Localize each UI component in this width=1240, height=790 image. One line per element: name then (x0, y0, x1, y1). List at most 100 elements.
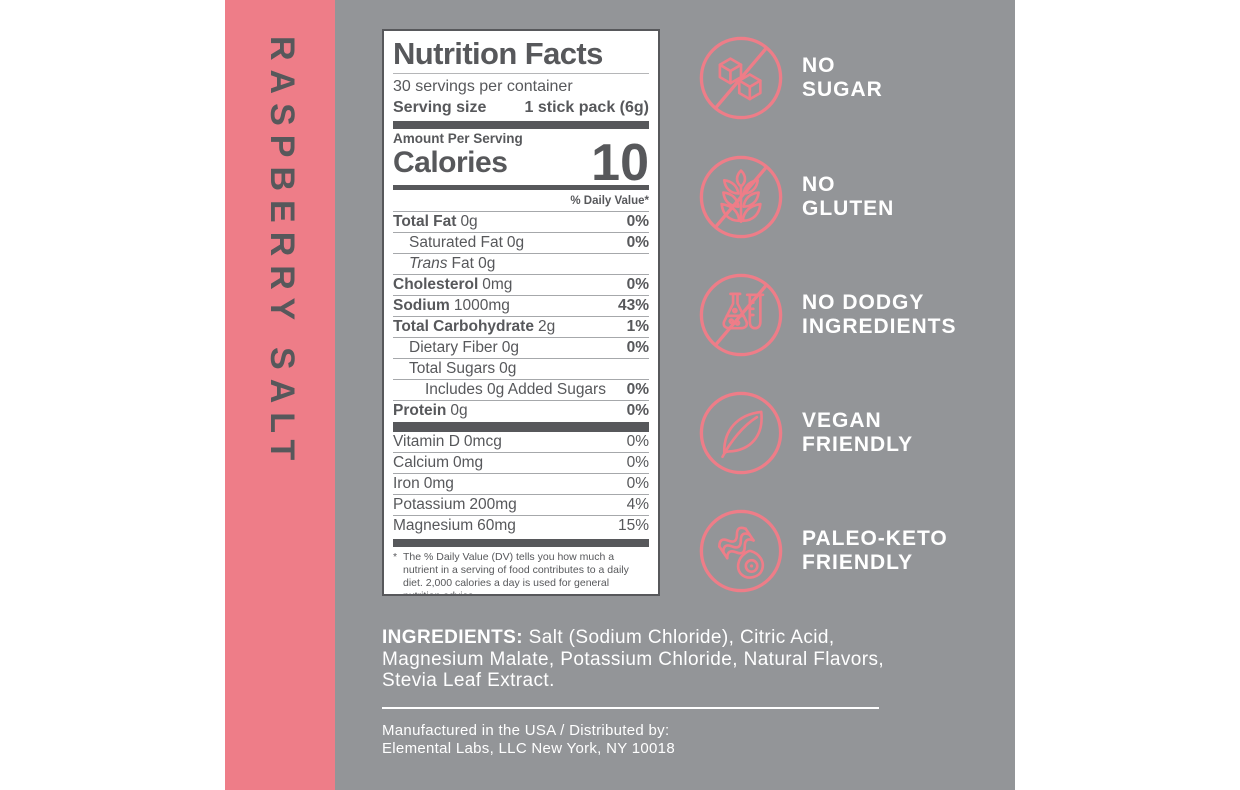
vitamin-row: Iron 0mg 0% (393, 473, 649, 494)
amount-per-serving-label: Amount Per Serving (393, 131, 523, 146)
vitamin-amount: 0mg (452, 453, 484, 471)
claim-paleo-keto-friendly: PALEO-KETO FRIENDLY (697, 507, 948, 595)
claim-vegan-friendly: VEGAN FRIENDLY (697, 389, 913, 477)
nutrient-row: Total Fat 0g 0% (393, 212, 649, 232)
calories-row: Calories 10 (393, 137, 649, 189)
serving-size-value: 1 stick pack (6g) (524, 99, 650, 116)
nutrition-facts-title: Nutrition Facts (393, 36, 649, 74)
vitamin-row: Magnesium 60mg 15% (393, 515, 649, 536)
vitamin-amount: 0mcg (463, 432, 502, 450)
paleo-keto-bacon-egg-icon (699, 509, 783, 593)
thick-separator-bar (393, 422, 649, 432)
claim-line: NO (802, 173, 836, 196)
vitamin-name: Potassium (393, 495, 466, 513)
nutrient-daily-value: 0% (626, 275, 649, 293)
nutrient-amount: 2g (537, 317, 556, 335)
thick-separator-bar (393, 121, 649, 129)
claim-line: NO DODGY (802, 291, 925, 314)
nutrient-name: Includes 0g Added Sugars (425, 380, 606, 398)
vitamin-daily-value: 4% (626, 495, 649, 513)
thick-separator-bar (393, 539, 649, 547)
nutrient-amount: 0g (460, 212, 478, 230)
claim-line: INGREDIENTS (802, 315, 957, 338)
serving-size-label: Serving size (393, 99, 487, 116)
nutrient-row: Trans Fat 0g (393, 253, 649, 274)
servings-per-container: 30 servings per container (393, 78, 573, 95)
vitamin-row: Vitamin D 0mcg 0% (393, 432, 649, 452)
vitamin-amount: 200mg (469, 495, 517, 513)
manufactured-line: Manufactured in the USA / Distributed by… (382, 722, 670, 739)
flavor-name: RASPBERRY SALT (263, 36, 301, 470)
nutrition-facts-panel: Nutrition Facts 30 servings per containe… (382, 29, 660, 596)
daily-value-footnote: * The % Daily Value (DV) tells you how m… (393, 551, 649, 596)
nutrient-row: Sodium 1000mg 43% (393, 295, 649, 316)
label-panel: Nutrition Facts 30 servings per containe… (335, 0, 1015, 790)
no-sugar-icon (699, 36, 783, 120)
nutrient-amount: 0g (501, 338, 519, 356)
nutrient-daily-value: 0% (626, 338, 649, 356)
nutrient-amount: 0g (450, 401, 468, 419)
nutrient-row: Dietary Fiber 0g 0% (393, 337, 649, 358)
flavor-stripe: RASPBERRY SALT (225, 0, 335, 790)
distribution-text: Manufactured in the USA / Distributed by… (382, 722, 675, 757)
calories-label: Calories (393, 146, 508, 179)
nutrient-amount: 0mg (482, 275, 513, 293)
nutrient-name: Total Fat (393, 212, 457, 230)
claim-line: SUGAR (802, 78, 883, 101)
claim-line: FRIENDLY (802, 433, 914, 456)
daily-value-header: % Daily Value* (570, 195, 649, 207)
vegan-leaf-icon (699, 391, 783, 475)
vitamin-daily-value: 0% (626, 474, 649, 492)
nutrient-row: Cholesterol 0mg 0% (393, 274, 649, 295)
nutrient-daily-value: 1% (626, 317, 649, 335)
nutrient-name: Protein (393, 401, 447, 419)
claim-line: GLUTEN (802, 197, 895, 220)
claim-line: NO (802, 54, 836, 77)
vitamin-amount: 0mg (423, 474, 454, 492)
footnote-text: The % Daily Value (DV) tells you how muc… (403, 551, 629, 596)
nutrient-name: Total Sugars (409, 359, 496, 377)
ingredients-label: INGREDIENTS: (382, 627, 523, 648)
nutrient-name: Cholesterol (393, 275, 479, 293)
ingredients-text: INGREDIENTS: Salt (Sodium Chloride), Cit… (382, 627, 898, 692)
nutrient-name: Dietary Fiber (409, 338, 498, 356)
vitamin-name: Vitamin D (393, 432, 460, 450)
claim-no-dodgy-ingredients: NO DODGY INGREDIENTS (697, 271, 957, 359)
nutrient-daily-value: 43% (617, 296, 649, 314)
nutrient-row: Total Carbohydrate 2g 1% (393, 316, 649, 337)
distributor-line: Elemental Labs, LLC New York, NY 10018 (382, 739, 675, 757)
nutrient-row: Total Sugars 0g (393, 358, 649, 379)
vitamin-daily-value: 15% (617, 516, 649, 534)
no-gluten-icon (699, 155, 783, 239)
nutrient-daily-value: 0% (626, 233, 649, 251)
vitamin-row: Calcium 0mg 0% (393, 452, 649, 473)
claim-no-sugar: NO SUGAR (697, 34, 883, 122)
vitamin-daily-value: 0% (626, 432, 649, 450)
nutrient-name: Total Carbohydrate (393, 317, 534, 335)
footnote-asterisk: * (393, 551, 398, 563)
vitamin-name: Magnesium (393, 516, 474, 534)
thick-separator-bar (393, 185, 649, 190)
nutrient-amount: 0g (506, 233, 525, 251)
vitamin-amount: 60mg (477, 516, 516, 534)
vitamin-name: Calcium (393, 453, 449, 471)
calories-value: 10 (591, 134, 649, 192)
nutrient-amount: 1000mg (453, 296, 510, 314)
vitamin-mineral-rows: Vitamin D 0mcg 0% Calcium 0mg 0% Iron 0mg 0… (393, 432, 649, 536)
vitamin-daily-value: 0% (626, 453, 649, 471)
nutrient-daily-value: 0% (626, 401, 649, 419)
divider-line (382, 707, 879, 709)
nutrient-amount: 0g (499, 359, 517, 377)
vitamin-name: Iron (393, 474, 420, 492)
claim-no-gluten: NO GLUTEN (697, 153, 894, 241)
nutrient-name: Trans (409, 254, 448, 272)
nutrient-row: Includes 0g Added Sugars 0% (393, 379, 649, 400)
nutrient-amount: Fat 0g (451, 254, 496, 272)
nutrient-row: Protein 0g 0% (393, 400, 649, 421)
nutrient-daily-value: 0% (626, 380, 649, 398)
claim-line: FRIENDLY (802, 551, 914, 574)
no-dodgy-ingredients-icon (699, 273, 783, 357)
nutrient-row: Saturated Fat 0g 0% (393, 232, 649, 253)
claim-line: VEGAN (802, 409, 882, 432)
